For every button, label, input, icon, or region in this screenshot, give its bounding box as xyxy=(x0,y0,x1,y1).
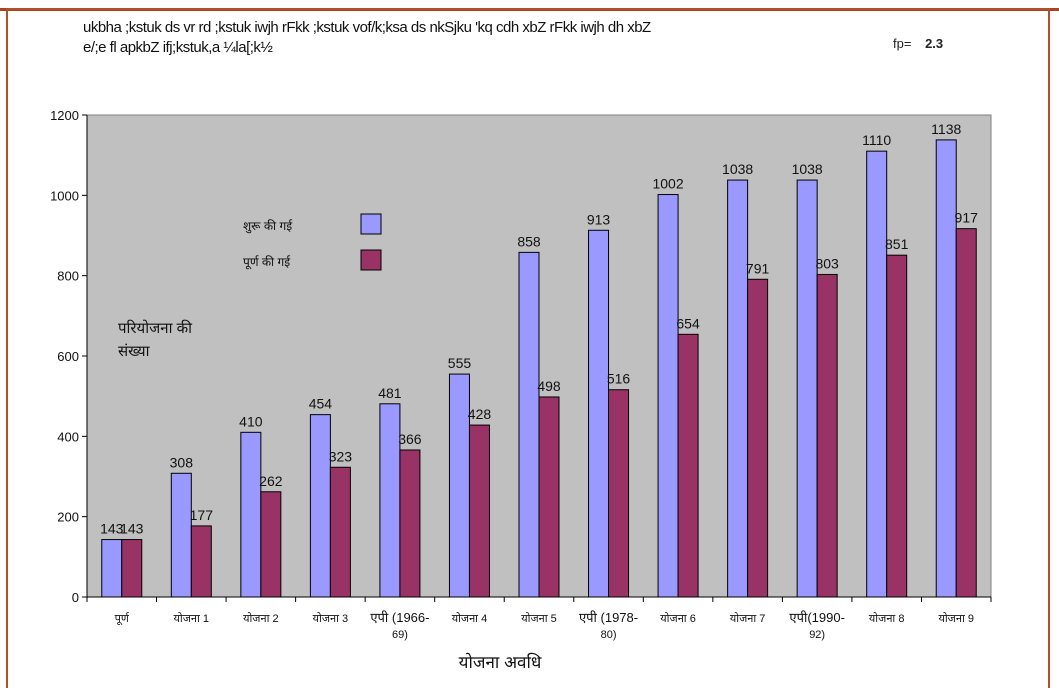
bar-started xyxy=(796,179,818,598)
legend-swatch xyxy=(360,213,382,235)
bar-started xyxy=(101,539,123,598)
heading-line-1: ukbha ;kstuk ds vr rd ;kstuk iwjh rFkk ;… xyxy=(83,19,651,36)
x-categories-layer: पूर्ण योजना 1 योजना 2 योजना 3 एपी (1966- 69) य… xyxy=(86,597,992,641)
bar-completed xyxy=(677,333,699,598)
bar-started xyxy=(240,431,262,598)
x-category-label: योजना 2 xyxy=(243,612,279,625)
x-category-label: 80) xyxy=(601,629,617,641)
data-label: 1110 xyxy=(862,132,891,148)
data-label: 1038 xyxy=(792,161,823,177)
legend: शुरू की गई पूर्ण की गई xyxy=(243,213,382,271)
x-category-label: 69) xyxy=(392,629,408,641)
data-label: 143 xyxy=(100,521,124,537)
data-label: 428 xyxy=(468,406,492,422)
bar-completed xyxy=(886,254,908,598)
bar-completed xyxy=(747,278,769,598)
bar-completed xyxy=(538,396,560,598)
bar-started xyxy=(935,139,957,598)
bar-started xyxy=(727,179,749,598)
heading-line-2: e/;e fl apkbZ ifj;kstuk,a ¼la[;k½ xyxy=(83,39,273,56)
data-label: 143 xyxy=(120,521,144,537)
legend-swatch xyxy=(360,249,382,271)
figure-number: 2.3 xyxy=(925,36,944,51)
data-label: 913 xyxy=(587,211,611,227)
bar-completed xyxy=(190,525,212,598)
bar-completed xyxy=(608,389,630,598)
data-label: 1138 xyxy=(931,121,961,137)
data-label: 1002 xyxy=(652,176,683,192)
bar-started xyxy=(518,251,540,598)
bar-completed xyxy=(329,466,351,598)
data-label: 366 xyxy=(398,431,422,447)
y-tick-label: 0 xyxy=(72,590,79,605)
chart-heading: ukbha ;kstuk ds vr rd ;kstuk iwjh rFkk ;… xyxy=(83,18,863,58)
bar-completed xyxy=(399,449,421,598)
bar-completed xyxy=(260,491,282,598)
y-tick-label: 600 xyxy=(57,349,79,364)
legend-label: शुरू की गई xyxy=(243,219,293,234)
data-label: 791 xyxy=(746,260,770,276)
bar-completed xyxy=(816,273,838,598)
legend-label: पूर्ण की गई xyxy=(243,255,291,270)
data-label: 308 xyxy=(170,454,194,470)
bar-started xyxy=(309,414,331,598)
y-ticks-layer: 0 200 400 600 800 1000 1200 xyxy=(50,108,87,605)
x-category-label: योजना 9 xyxy=(938,612,974,625)
x-category-label: योजना 6 xyxy=(660,612,696,625)
x-category-label: एपी(1990- xyxy=(789,610,845,625)
bar-started xyxy=(379,403,401,598)
bar-completed xyxy=(468,424,490,598)
data-label: 654 xyxy=(676,315,700,331)
page-frame xyxy=(6,8,1050,688)
data-label: 410 xyxy=(239,413,263,429)
y-tick-label: 1200 xyxy=(50,108,79,123)
bar-completed xyxy=(121,539,143,598)
bar-started xyxy=(866,150,888,598)
bar-started xyxy=(588,229,610,598)
data-label: 516 xyxy=(607,371,631,387)
data-label: 262 xyxy=(259,473,283,489)
data-label: 917 xyxy=(955,210,979,226)
x-category-label: पूर्ण xyxy=(115,612,130,626)
x-axis-label: योजना अवधि xyxy=(459,652,542,672)
x-category-label: एपी (1978- xyxy=(579,610,638,625)
data-label: 803 xyxy=(815,255,839,271)
y-tick-label: 800 xyxy=(57,269,79,284)
x-category-label: योजना 4 xyxy=(452,612,488,625)
y-axis-label-line-2: संख्या xyxy=(118,343,151,360)
x-category-label: योजना 7 xyxy=(730,612,766,625)
data-label: 498 xyxy=(537,378,561,394)
data-label: 177 xyxy=(190,507,214,523)
data-label: 454 xyxy=(309,396,333,412)
data-label: 555 xyxy=(448,355,472,371)
x-category-label: योजना 1 xyxy=(174,612,210,625)
y-tick-label: 200 xyxy=(57,510,79,525)
bar-started xyxy=(657,194,679,598)
data-label: 481 xyxy=(378,385,402,401)
data-label: 1038 xyxy=(722,161,753,177)
x-category-label: 92) xyxy=(809,629,825,641)
bar-started xyxy=(448,373,470,598)
data-label: 858 xyxy=(517,233,541,249)
y-tick-label: 1000 xyxy=(50,188,79,203)
figure-label: fp= 2.3 xyxy=(893,36,943,51)
figure-label-prefix: fp= xyxy=(893,36,912,51)
x-category-label: एपी (1966- xyxy=(370,610,429,625)
x-category-label: योजना 5 xyxy=(521,612,557,625)
bar-completed xyxy=(955,228,977,598)
data-label: 851 xyxy=(885,236,909,252)
y-tick-label: 400 xyxy=(57,429,79,444)
bar-started xyxy=(170,472,192,598)
x-category-label: योजना 8 xyxy=(869,612,905,625)
data-label: 323 xyxy=(329,448,353,464)
x-category-label: योजना 3 xyxy=(313,612,349,625)
y-axis-label-line-1: परियोजना की xyxy=(118,319,193,337)
